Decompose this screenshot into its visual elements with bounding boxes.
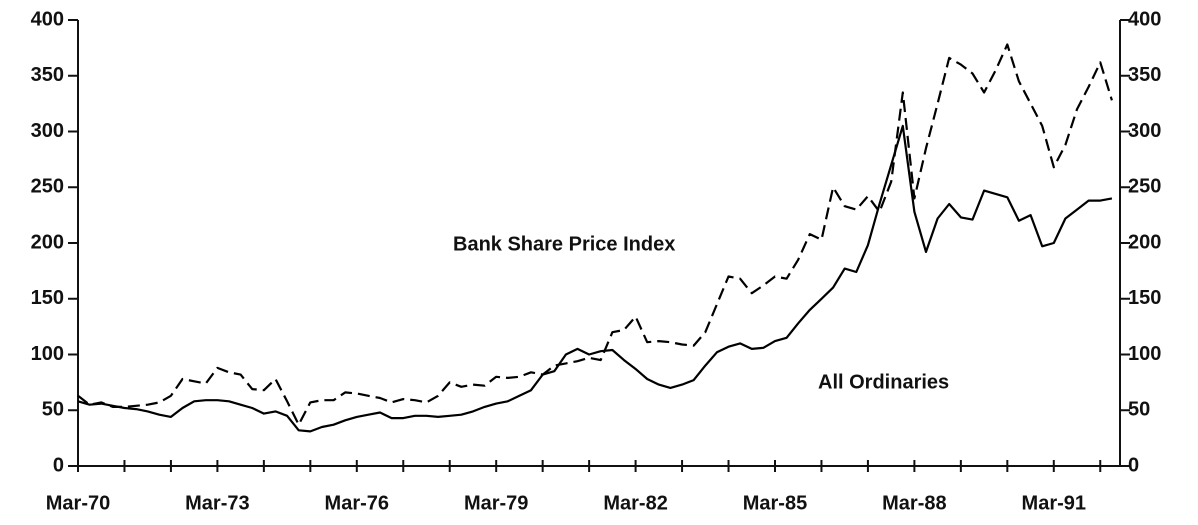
y2-tick-label: 350 <box>1128 64 1161 86</box>
y2-tick-label: 200 <box>1128 231 1161 253</box>
y-tick-label: 150 <box>31 287 64 309</box>
series-label: All Ordinaries <box>818 371 949 393</box>
y2-tick-label: 250 <box>1128 176 1161 198</box>
y2-tick-label: 100 <box>1128 343 1161 365</box>
series-label: Bank Share Price Index <box>453 233 675 255</box>
y-tick-label: 400 <box>31 8 64 30</box>
y2-tick-label: 150 <box>1128 287 1161 309</box>
y2-tick-label: 50 <box>1128 399 1150 421</box>
x-tick-label: Mar-76 <box>325 492 389 514</box>
y-tick-label: 350 <box>31 64 64 86</box>
x-tick-label: Mar-82 <box>603 492 667 514</box>
y-tick-label: 0 <box>53 454 64 476</box>
series-line <box>77 43 1113 426</box>
x-tick-label: Mar-73 <box>185 492 249 514</box>
x-tick-label: Mar-91 <box>1022 492 1086 514</box>
y-tick-label: 100 <box>31 343 64 365</box>
y-tick-label: 200 <box>31 231 64 253</box>
x-tick-label: Mar-85 <box>743 492 807 514</box>
y2-tick-label: 0 <box>1128 454 1139 476</box>
y-tick-label: 250 <box>31 176 64 198</box>
x-tick-label: Mar-79 <box>464 492 528 514</box>
y-tick-label: 300 <box>31 120 64 142</box>
x-tick-label: Mar-88 <box>882 492 946 514</box>
x-tick-label: Mar-70 <box>46 492 110 514</box>
y2-tick-label: 300 <box>1128 120 1161 142</box>
y-tick-label: 50 <box>42 399 64 421</box>
series-line <box>77 124 1113 433</box>
y2-tick-label: 400 <box>1128 8 1161 30</box>
